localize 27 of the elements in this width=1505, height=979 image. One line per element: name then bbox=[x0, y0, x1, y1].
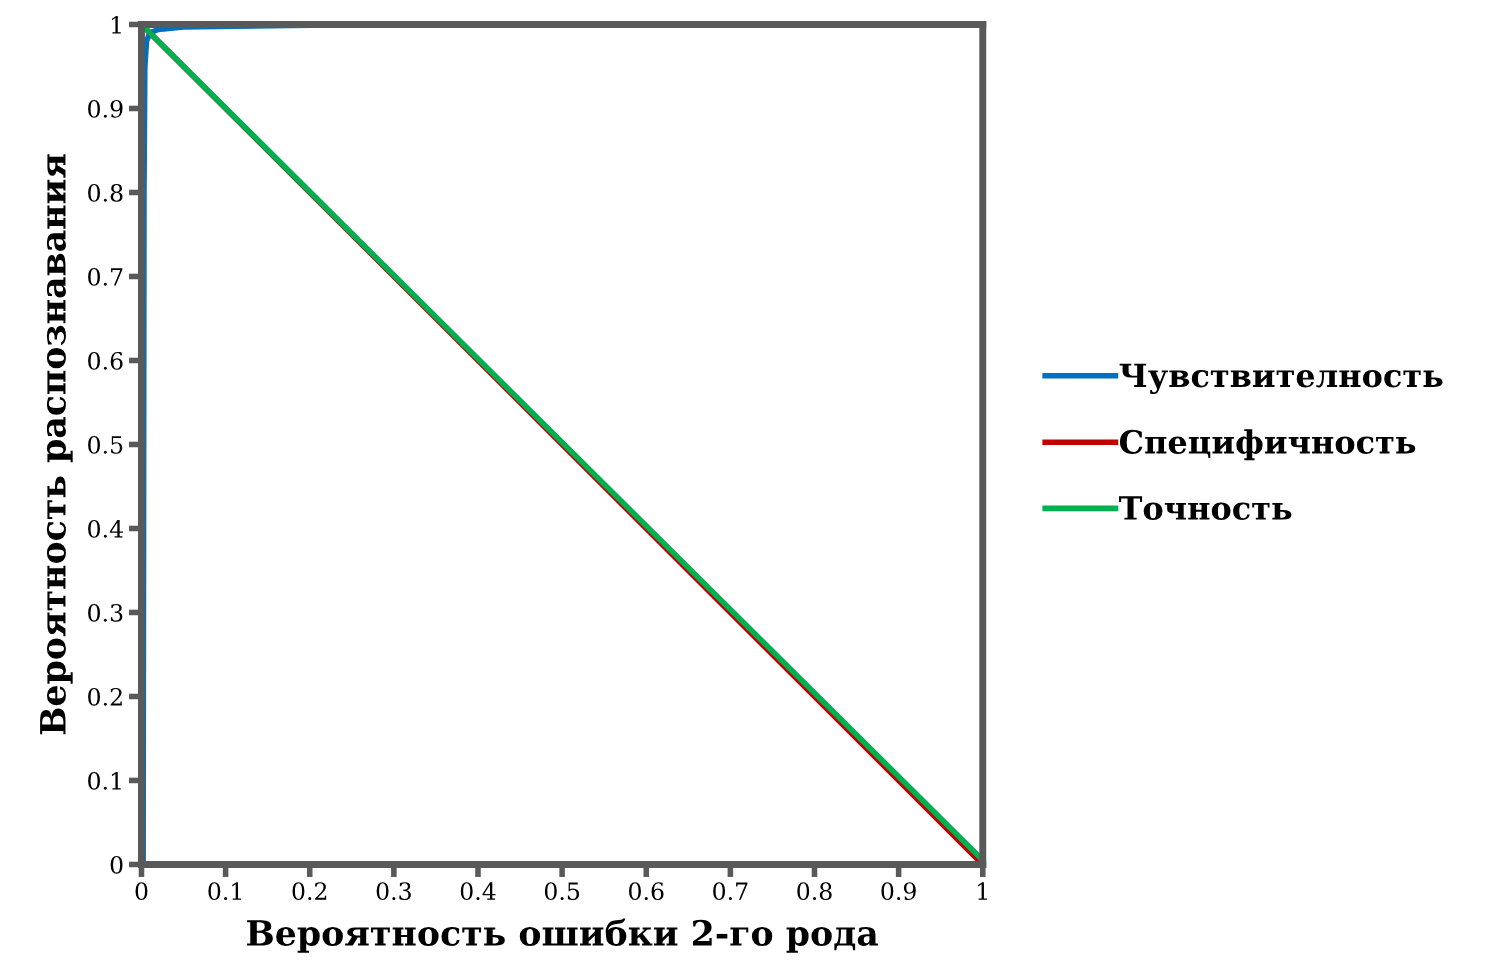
x-tick-label: 0.2 bbox=[292, 882, 327, 901]
y-tick-label: 0.2 bbox=[88, 687, 122, 706]
x-tick-label: 0.4 bbox=[460, 882, 496, 901]
x-tick-label: 0.9 bbox=[881, 882, 916, 901]
x-tick-label: 0.1 bbox=[208, 882, 242, 901]
y-tick-label: 0.4 bbox=[88, 519, 123, 538]
x-tick-label: 0.6 bbox=[629, 882, 664, 901]
y-tick-label: 0.5 bbox=[88, 435, 123, 454]
y-tick-label: 0.6 bbox=[88, 351, 123, 370]
x-tick-label: 0.8 bbox=[797, 882, 832, 901]
y-axis-title: Вероятность распознавания bbox=[40, 154, 73, 735]
y-tick-label: 0.9 bbox=[88, 99, 123, 118]
x-tick-label: 0.7 bbox=[713, 882, 748, 901]
y-tick-label: 0.7 bbox=[88, 267, 123, 286]
x-tick-label: 0.5 bbox=[544, 882, 580, 901]
legend-label: Точность bbox=[1119, 496, 1292, 521]
x-tick-label: 1 bbox=[978, 882, 987, 900]
y-tick-label: 1 bbox=[111, 15, 121, 34]
y-tick-label: 0.8 bbox=[88, 183, 123, 202]
x-tick-label: 0 bbox=[135, 882, 148, 901]
legend-label: Чувствителность bbox=[1119, 363, 1443, 395]
y-tick-label: 0.1 bbox=[88, 771, 121, 790]
x-tick-label: 0.3 bbox=[376, 882, 411, 901]
y-tick-label: 0 bbox=[110, 855, 123, 874]
legend-label: Специфичность bbox=[1119, 429, 1416, 461]
x-axis-title: Вероятность ошибки 2-го рода bbox=[247, 918, 879, 953]
y-tick-label: 0.3 bbox=[88, 603, 123, 622]
